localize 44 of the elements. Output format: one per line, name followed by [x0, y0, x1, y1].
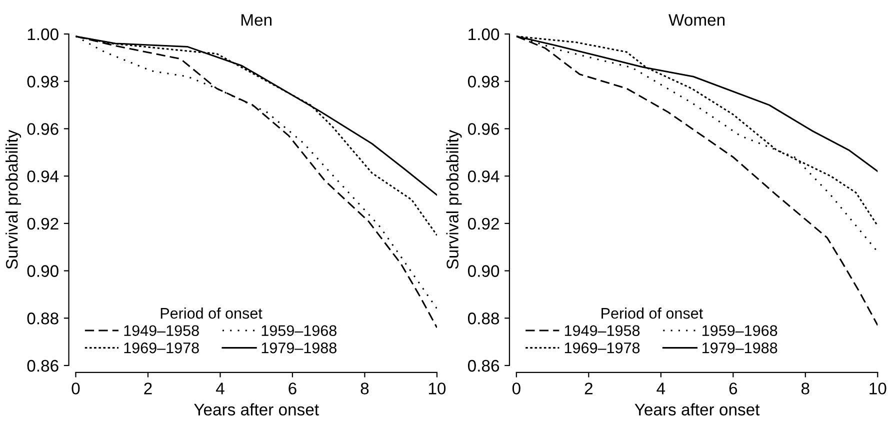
x-tick-label: 0: [512, 382, 520, 394]
y-tick-label: 0.94: [27, 170, 59, 182]
y-tick-label: 0.96: [27, 123, 58, 135]
y-tick-label: 0.90: [27, 265, 58, 277]
y-tick-label: 0.86: [27, 360, 58, 372]
legend-label: 1979–1988: [702, 342, 778, 354]
y-tick-label: 0.88: [27, 312, 58, 324]
x-tick-label: 4: [656, 382, 666, 394]
x-axis-title: Years after onset: [194, 403, 319, 416]
y-tick-label: 0.92: [27, 218, 58, 230]
x-axis-title: Years after onset: [634, 403, 760, 416]
legend-label: 1969–1978: [564, 342, 640, 354]
chart-title: Men: [242, 14, 272, 26]
legend-label: 1949–1958: [564, 325, 640, 336]
legend-label: 1959–1968: [702, 325, 778, 336]
y-tick-label: 0.98: [27, 76, 58, 88]
x-tick-label: 10: [428, 382, 446, 394]
x-tick-label: 6: [288, 382, 296, 394]
legend-label: 1969–1978: [124, 342, 199, 354]
x-tick-label: 2: [584, 382, 592, 394]
y-tick-label: 1.00: [28, 28, 58, 40]
chart-title: Women: [668, 14, 725, 26]
y-tick-label: 1.00: [468, 28, 500, 40]
x-tick-label: 8: [360, 382, 369, 394]
y-tick-label: 0.98: [468, 76, 500, 88]
legend-label: 1959–1968: [262, 325, 336, 336]
x-tick-label: 6: [729, 382, 738, 394]
y-tick-label: 0.86: [468, 360, 500, 372]
x-tick-label: 10: [870, 382, 886, 394]
legend-label: 1979–1988: [262, 342, 336, 354]
x-tick-label: 4: [216, 382, 224, 394]
legend-label: 1949–1958: [124, 325, 199, 336]
legend-title: Period of onset: [160, 307, 262, 319]
y-tick-label: 0.94: [468, 170, 500, 182]
y-tick-label: 0.92: [468, 218, 499, 230]
x-tick-label: 8: [801, 382, 810, 394]
y-axis-title: Survival probability: [446, 130, 462, 269]
x-tick-label: 0: [72, 382, 80, 394]
y-axis-title: Survival probability: [6, 130, 22, 269]
x-tick-label: 2: [144, 382, 152, 394]
y-tick-label: 0.88: [468, 312, 500, 324]
legend-title: Period of onset: [602, 307, 703, 319]
y-tick-label: 0.90: [468, 265, 500, 277]
y-tick-label: 0.96: [468, 123, 500, 135]
